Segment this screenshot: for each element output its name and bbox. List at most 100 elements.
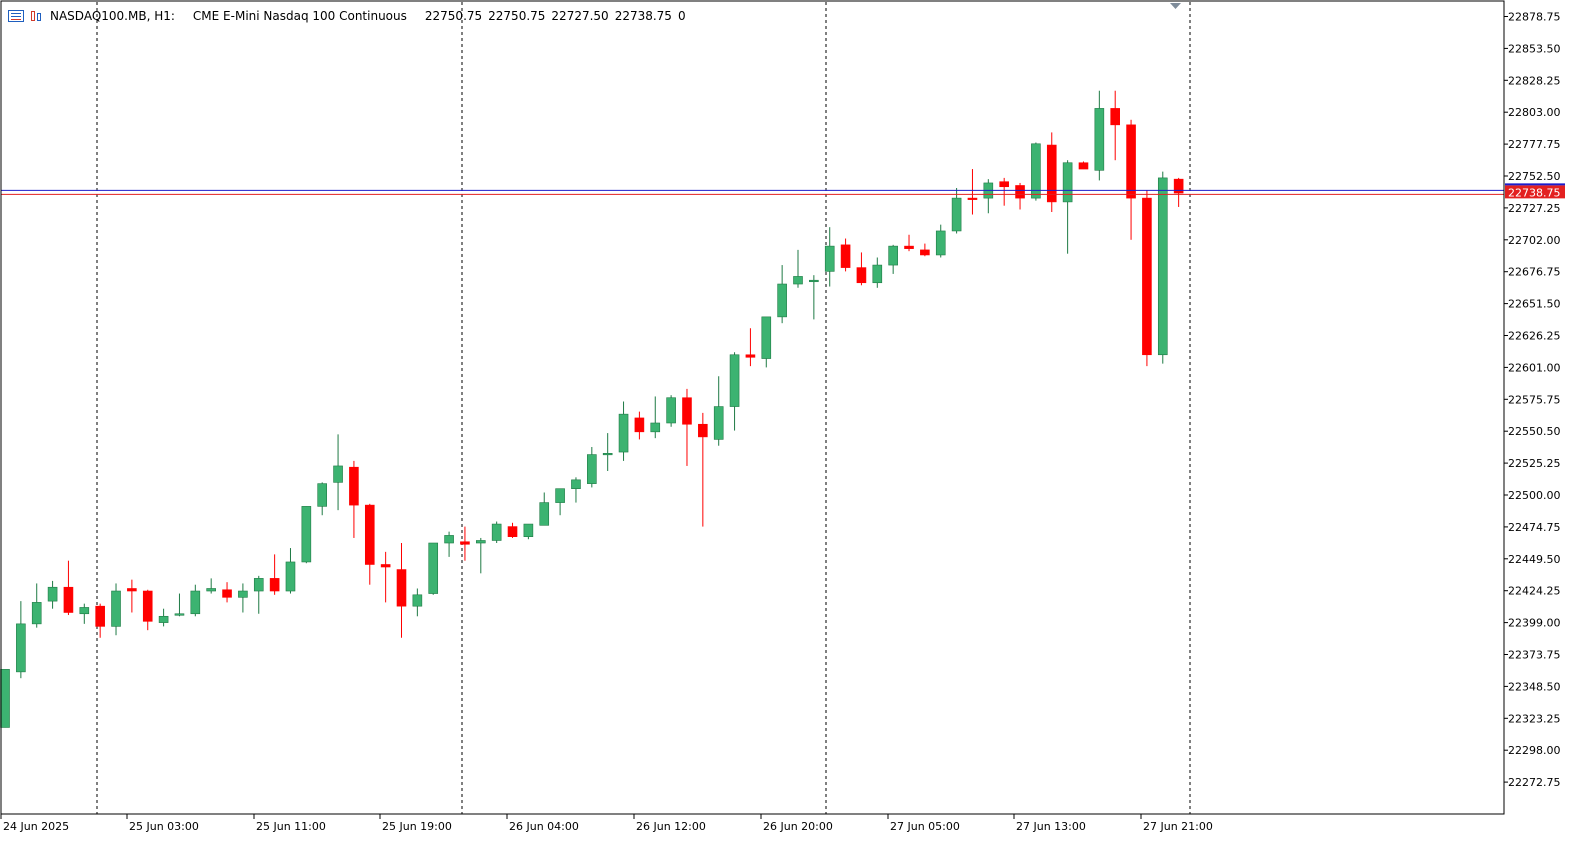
candles [0, 90, 1184, 728]
candle [713, 376, 724, 446]
candle-body [111, 590, 121, 627]
candle-body [190, 590, 201, 615]
candle [587, 446, 597, 488]
candle-body [1126, 124, 1136, 199]
candle-body [222, 589, 232, 598]
price-tick-label: 22399.00 [1508, 617, 1561, 630]
chart-shift-marker-icon[interactable] [1170, 3, 1181, 9]
candle-body [824, 245, 835, 272]
candle-body [380, 564, 391, 568]
price-tick-label: 22424.25 [1508, 585, 1561, 598]
candle [1094, 90, 1105, 181]
candle [285, 548, 296, 594]
candle [47, 580, 58, 609]
candle [872, 257, 883, 288]
candle-body [47, 586, 58, 602]
candle-body [729, 354, 740, 407]
price-tick-label: 22550.50 [1508, 425, 1561, 438]
price-tick-label: 22272.75 [1508, 776, 1561, 789]
candle-body [872, 264, 883, 284]
candle [571, 477, 581, 503]
price-tick-label: 22449.50 [1508, 553, 1561, 566]
candle-body [1110, 108, 1120, 126]
candle [31, 583, 42, 628]
candle [1015, 182, 1025, 210]
time-tick-label: 25 Jun 19:00 [382, 820, 452, 833]
price-axis[interactable]: 22878.75 22853.50 22828.25 22803.00 22777.75… [1504, 11, 1561, 790]
current-price-badge [1505, 185, 1565, 199]
candle [729, 352, 740, 431]
candle-body [809, 279, 819, 283]
candle-body [523, 523, 534, 537]
candle-body [158, 615, 169, 623]
candle-body [888, 245, 898, 266]
candle-body [745, 354, 756, 358]
candle-body [1046, 144, 1057, 203]
candle-body [349, 466, 359, 506]
candle [63, 560, 74, 616]
candle [761, 316, 772, 368]
candle [428, 542, 439, 595]
candle-body [396, 569, 407, 607]
candle-body [1142, 197, 1152, 356]
candle-body [317, 483, 328, 507]
candle-body [412, 594, 423, 607]
candle [475, 537, 486, 574]
candle [935, 224, 946, 258]
candle-body [1078, 162, 1089, 170]
time-axis[interactable]: 24 Jun 2025 25 Jun 03:00 25 Jun 11:00 25 Ju… [0, 814, 1213, 833]
candle-body [713, 406, 724, 440]
current-bid-marker [1505, 183, 1565, 186]
candle-body [999, 181, 1009, 188]
candle [349, 460, 359, 538]
candle [1046, 132, 1057, 213]
candle-body [285, 561, 296, 592]
candle [698, 412, 708, 527]
candle-body [967, 197, 978, 200]
candle [1126, 119, 1136, 240]
candle-body [840, 244, 851, 268]
price-tick-label: 22575.75 [1508, 393, 1561, 406]
candle [967, 169, 978, 215]
candle [666, 395, 676, 427]
candle [206, 578, 216, 594]
time-tick-label: 26 Jun 12:00 [636, 820, 706, 833]
candle [364, 503, 375, 585]
price-tick-label: 22828.25 [1508, 74, 1561, 87]
candle [777, 265, 787, 324]
candle [317, 482, 328, 516]
candle-body [460, 541, 470, 545]
candle [951, 188, 962, 234]
time-tick-label: 27 Jun 21:00 [1143, 820, 1213, 833]
price-tick-label: 22777.75 [1508, 138, 1561, 151]
chart-list-icon[interactable] [8, 10, 24, 22]
price-tick-label: 22373.75 [1508, 649, 1561, 662]
candle [142, 589, 153, 631]
candle [396, 543, 407, 638]
candle-body [951, 197, 962, 232]
candle-body [428, 542, 439, 594]
chart-type-icon[interactable] [30, 10, 44, 22]
candle [444, 531, 454, 557]
candle-body [1031, 143, 1041, 199]
candle-body [475, 540, 486, 544]
candle-body [698, 423, 708, 438]
time-tick-label: 26 Jun 04:00 [509, 820, 579, 833]
candle [412, 588, 423, 617]
ohlc-low: 22727.50 [551, 9, 609, 23]
candle-body [16, 623, 26, 673]
candle-body [444, 535, 454, 544]
symbol-timeframe: NASDAQ100.MB, H1: [50, 9, 175, 23]
candle [1078, 161, 1089, 170]
price-tick-label: 22727.25 [1508, 202, 1561, 215]
plot-frame [0, 0, 1505, 815]
candle-body [904, 245, 914, 249]
symbol-description: CME E-Mini Nasdaq 100 Continuous [192, 9, 407, 23]
candle-body [650, 422, 661, 433]
candle-body [491, 523, 502, 541]
time-tick-label: 25 Jun 11:00 [256, 820, 326, 833]
candle [888, 244, 898, 274]
candle [999, 177, 1009, 206]
